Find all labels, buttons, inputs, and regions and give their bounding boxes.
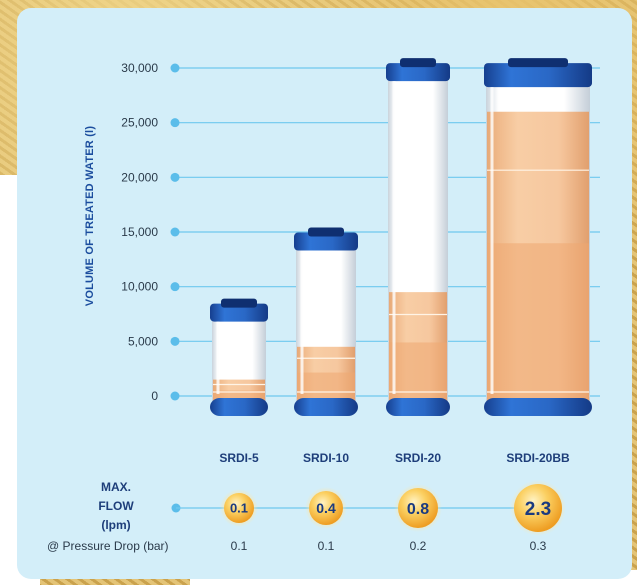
bubble (398, 488, 438, 528)
cartridge-bottom-cap (484, 398, 592, 416)
cartridge-top-knob (400, 58, 436, 68)
cartridge-srdi-20bb (484, 58, 592, 416)
category-label: SRDI-10 (303, 451, 349, 465)
max-flow-bubble: 0.8 (394, 484, 442, 532)
pressure-drop-value: 0.1 (231, 539, 248, 553)
category-label: SRDI-20BB (506, 451, 570, 465)
cartridge-top-knob (221, 298, 257, 308)
cartridge-bottom-cap (386, 398, 450, 416)
y-axis-ticks: 30,000 25,000 20,000 15,000 10,000 5,000 0 (121, 61, 180, 403)
cartridge-top-cap (210, 303, 268, 322)
max-flow-value: 0.4 (316, 500, 336, 516)
max-flow-label-line2: FLOW (98, 499, 134, 513)
category-labels: SRDI-5 SRDI-10 SRDI-20 SRDI-20BB (219, 451, 570, 465)
bar-dense-layer (487, 243, 589, 404)
bar-dense-layer (389, 342, 447, 404)
y-tick-label: 25,000 (121, 116, 158, 130)
y-axis-label: VOLUME OF TREATED WATER (l) (84, 126, 96, 307)
max-flow-row: 0.1 0.4 0.8 2.3 0.1 0.1 0.2 0.3 (171, 480, 566, 553)
cartridge-srdi-20 (386, 58, 450, 416)
cartridge-srdi-5 (210, 298, 268, 416)
cartridge-bottom-cap (210, 398, 268, 416)
y-tick-label: 30,000 (121, 61, 158, 75)
y-tick-label: 15,000 (121, 225, 158, 239)
max-flow-label-line3: (lpm) (101, 518, 130, 532)
cartridge-bottom-cap (294, 398, 358, 416)
filter-bars (210, 58, 592, 416)
tick-dot (170, 282, 180, 292)
tick-dot (170, 172, 180, 182)
bubble (309, 491, 343, 525)
cartridge-top-cap (386, 63, 450, 82)
max-flow-value: 0.1 (230, 501, 248, 516)
pressure-drop-value: 0.2 (410, 539, 427, 553)
category-label: SRDI-5 (219, 451, 259, 465)
tick-dot (170, 336, 180, 346)
tick-dot (170, 227, 180, 237)
y-tick-label: 0 (151, 389, 158, 403)
cartridge-top-knob (508, 58, 568, 68)
max-flow-value: 0.8 (407, 501, 429, 518)
cartridge-top-knob (308, 227, 344, 237)
y-tick-label: 5,000 (128, 334, 158, 348)
max-flow-bubble: 0.1 (220, 489, 258, 527)
cartridge-srdi-10 (294, 227, 358, 416)
pressure-drop-label: @ Pressure Drop (bar) (47, 539, 169, 553)
tick-dot (170, 391, 180, 401)
max-flow-value: 2.3 (525, 499, 551, 520)
cartridge-top-cap (484, 63, 592, 88)
pressure-drop-value: 0.1 (318, 539, 335, 553)
tick-dot (170, 118, 180, 128)
tick-dot (170, 63, 180, 73)
bubble (224, 493, 254, 523)
max-flow-bubble: 0.4 (305, 487, 347, 529)
category-label: SRDI-20 (395, 451, 441, 465)
cartridge-top-cap (294, 232, 358, 251)
y-tick-label: 20,000 (121, 170, 158, 184)
max-flow-bubble: 2.3 (510, 480, 566, 536)
max-flow-label-line1: MAX. (101, 480, 131, 494)
y-tick-label: 10,000 (121, 280, 158, 294)
bubble (514, 484, 562, 532)
pressure-drop-value: 0.3 (530, 539, 547, 553)
